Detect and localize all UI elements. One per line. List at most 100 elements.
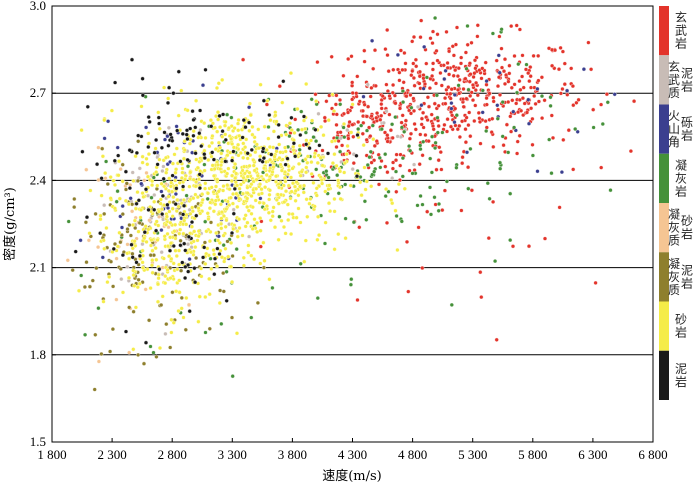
data-point (362, 59, 367, 64)
data-point (189, 224, 194, 229)
data-point (402, 129, 407, 134)
x-tick-label: 4 800 (398, 447, 427, 462)
data-point (245, 204, 250, 210)
data-point (194, 98, 199, 103)
data-point (130, 246, 135, 251)
data-point (140, 154, 145, 159)
data-point (261, 156, 266, 161)
data-point (363, 187, 368, 192)
data-point (123, 198, 128, 203)
data-point (444, 29, 449, 34)
data-point (456, 66, 461, 71)
data-point (315, 160, 320, 165)
data-point (251, 163, 256, 168)
data-point (209, 185, 214, 190)
data-point (214, 114, 219, 119)
data-point (282, 175, 288, 180)
data-point (146, 144, 151, 150)
data-point (348, 282, 353, 287)
data-point (383, 194, 388, 199)
data-point (427, 185, 433, 190)
data-point (386, 69, 391, 74)
data-point (162, 85, 167, 90)
data-point (291, 141, 296, 146)
data-point (164, 170, 169, 175)
data-point (354, 174, 360, 179)
data-point (338, 136, 343, 141)
data-point (401, 100, 406, 105)
data-point (449, 101, 454, 106)
data-point (299, 169, 304, 174)
data-point (345, 110, 351, 115)
legend-swatch (659, 252, 669, 302)
data-point (361, 120, 366, 125)
data-point (605, 100, 610, 105)
data-point (374, 115, 379, 120)
data-point (104, 159, 109, 164)
data-point (491, 95, 496, 100)
data-point (450, 44, 455, 49)
data-point (419, 18, 424, 23)
legend-label: 凝灰岩 (675, 157, 687, 198)
data-point (272, 154, 277, 159)
data-point (169, 330, 174, 335)
data-point (226, 254, 231, 259)
data-point (105, 280, 110, 285)
data-point (158, 201, 163, 206)
data-point (479, 76, 484, 81)
data-point (135, 285, 140, 290)
svg-text:火: 火 (668, 109, 680, 123)
data-point (261, 98, 266, 103)
data-point (245, 191, 250, 196)
data-point (473, 66, 478, 71)
data-point (198, 108, 203, 113)
data-point (219, 221, 224, 226)
data-point (472, 118, 477, 124)
data-point (222, 259, 227, 264)
data-point (171, 243, 176, 249)
data-point (342, 135, 347, 140)
data-point (565, 92, 570, 97)
data-point (304, 197, 309, 202)
data-point (393, 169, 399, 174)
data-point (231, 145, 236, 150)
data-point (417, 81, 422, 86)
data-point (216, 140, 221, 145)
data-point (156, 276, 161, 281)
data-point (398, 163, 403, 168)
data-point (378, 165, 383, 170)
data-point (210, 150, 215, 155)
data-point (125, 242, 130, 247)
data-point (314, 193, 319, 198)
data-point (212, 166, 217, 171)
data-point (196, 229, 201, 234)
data-point (358, 180, 363, 185)
data-point (87, 231, 92, 236)
data-point (330, 161, 335, 166)
data-point (270, 285, 275, 290)
legend-swatch (659, 55, 669, 105)
data-point (332, 247, 337, 252)
data-point (490, 116, 495, 121)
data-point (261, 240, 266, 245)
data-point (461, 97, 466, 102)
data-point (181, 197, 186, 203)
data-point (231, 211, 236, 216)
data-point (404, 94, 409, 99)
data-point (326, 175, 331, 180)
data-point (181, 231, 186, 236)
data-point (343, 216, 348, 221)
data-point (487, 196, 492, 201)
data-point (384, 82, 389, 87)
data-point (410, 171, 415, 176)
data-point (102, 136, 107, 141)
data-point (196, 234, 201, 239)
data-point (98, 217, 103, 222)
data-point (497, 92, 503, 97)
data-point (258, 154, 263, 159)
data-point (298, 173, 303, 178)
data-point (348, 183, 353, 188)
data-point (362, 102, 367, 107)
data-point (228, 195, 233, 200)
